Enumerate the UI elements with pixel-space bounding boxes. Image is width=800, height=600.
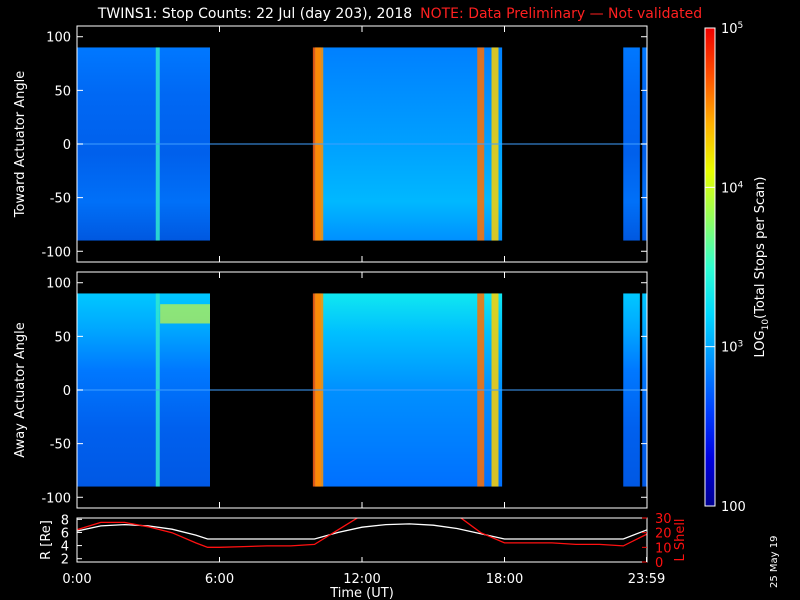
preliminary-note: NOTE: Data Preliminary — Not validated — [420, 6, 703, 22]
colorbar-tick-label: 100 — [721, 500, 746, 515]
colorbar-tick-label: 104 — [721, 180, 744, 196]
title-text: TWINS1: Stop Counts: 22 Jul (day 203), 2… — [97, 6, 413, 22]
x-tick-label: 18:00 — [486, 572, 523, 587]
colorbar-tick-label: 103 — [721, 340, 743, 356]
radius-line — [77, 523, 647, 540]
left-tick-label: 8 — [61, 513, 69, 528]
colorbar-title: LOG10(Total Stops per Scan) — [753, 177, 771, 358]
colorbar-scale — [704, 27, 716, 507]
toward-panel: -100 -50 0 50 100 Toward Actuator Angle — [13, 25, 648, 263]
left-tick-label: 6 — [61, 526, 69, 541]
y-tick-label: -100 — [41, 491, 71, 506]
y-tick-label: -100 — [41, 245, 71, 260]
right-tick-label: 0 — [655, 556, 663, 571]
x-tick-label: 23:59 — [628, 572, 665, 587]
y-tick-label: -50 — [50, 438, 71, 453]
y-tick-label: 100 — [46, 277, 71, 292]
y-tick-label: -50 — [50, 192, 71, 207]
left-tick-label: 2 — [61, 553, 69, 568]
right-tick-label: 10 — [655, 541, 672, 556]
x-axis-title: Time (UT) — [329, 586, 394, 600]
chart-title: TWINS1: Stop Counts: 22 Jul (day 203), 2… — [0, 6, 800, 22]
high-flux-band — [160, 304, 210, 324]
y-tick-label: 0 — [63, 384, 71, 399]
right-tick-label: 20 — [655, 527, 672, 542]
x-tick-label: 12:00 — [343, 572, 380, 587]
x-tick-label: 0:00 — [62, 572, 91, 587]
lshell-line — [77, 518, 647, 548]
left-tick-label: 4 — [61, 540, 69, 555]
y-tick-label: 100 — [46, 31, 71, 46]
y-axis-title: Toward Actuator Angle — [13, 71, 28, 218]
y-tick-label: 50 — [54, 330, 71, 345]
colorbar: 105 104 103 100 LOG10(Total Stops per Scan) — [704, 21, 771, 515]
y-tick-label: 0 — [63, 138, 71, 153]
right-tick-label: 30 — [655, 512, 672, 527]
right-axis-title: L Shell — [673, 518, 688, 561]
away-panel: -100 -50 0 50 100 Away Actuator Angle — [13, 271, 648, 509]
orbit-frame — [76, 517, 648, 563]
colorbar-tick-label: 105 — [721, 21, 743, 37]
left-axis-title: R [Re] — [39, 520, 54, 560]
y-tick-label: 50 — [54, 84, 71, 99]
x-tick-label: 6:00 — [205, 572, 234, 587]
y-axis-title: Away Actuator Angle — [13, 322, 28, 457]
